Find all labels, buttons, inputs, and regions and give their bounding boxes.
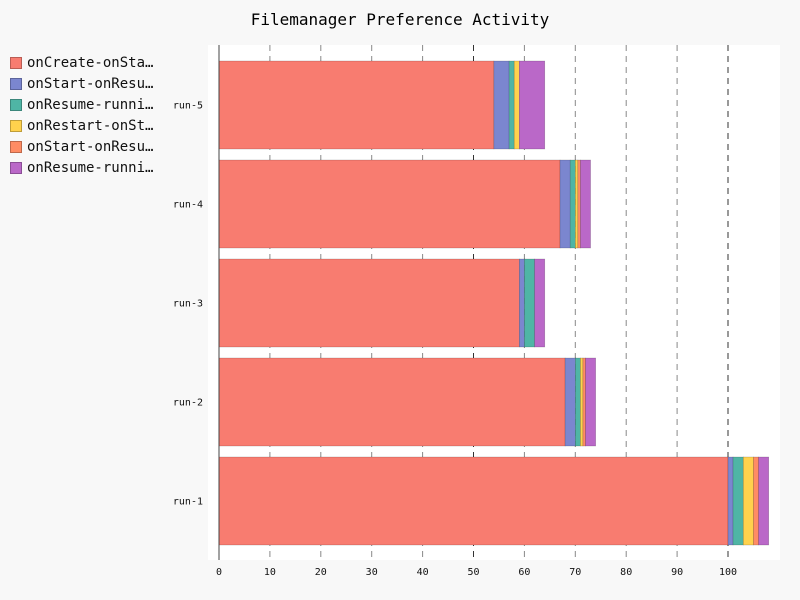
bar-run-2-series-0 xyxy=(218,357,566,447)
legend-label: onStart-onResu… xyxy=(27,75,154,92)
legend-swatch xyxy=(10,161,22,174)
bar-run-2-series-1 xyxy=(564,357,576,447)
bar-run-1-series-1 xyxy=(727,456,734,546)
x-tick-label: 30 xyxy=(366,567,378,578)
bar-run-2-series-5 xyxy=(585,357,596,447)
legend-item: onResume-runni… xyxy=(10,157,153,178)
legend-item: onResume-runni… xyxy=(10,94,153,115)
x-tick-label: 100 xyxy=(719,567,737,578)
legend-item: onCreate-onSta… xyxy=(10,52,153,73)
y-tick-label: run-1 xyxy=(173,497,203,508)
bar-run-1-series-3 xyxy=(742,456,754,546)
bar-run-2-series-4 xyxy=(582,357,586,447)
x-tick-label: 60 xyxy=(518,567,530,578)
chart-title: Filemanager Preference Activity xyxy=(250,10,550,29)
legend-label: onResume-runni… xyxy=(27,96,154,113)
x-tick-label: 50 xyxy=(467,567,479,578)
legend-swatch xyxy=(10,56,22,69)
bar-run-5-series-3 xyxy=(513,60,520,150)
bar-run-5-series-1 xyxy=(493,60,510,150)
bar-run-2-series-2 xyxy=(574,357,581,447)
x-tick-label: 90 xyxy=(671,567,683,578)
y-tick-label: run-2 xyxy=(173,398,203,409)
bar-run-3-series-1 xyxy=(519,258,525,348)
bar-run-5-series-0 xyxy=(218,60,495,150)
legend-swatch xyxy=(10,98,22,111)
legend-swatch xyxy=(10,77,22,90)
bar-run-4-series-0 xyxy=(218,159,561,249)
x-tick-label: 10 xyxy=(264,567,276,578)
bar-run-1-series-5 xyxy=(758,456,770,546)
x-tick-label: 80 xyxy=(620,567,632,578)
legend-label: onRestart-onSt… xyxy=(27,117,154,134)
bar-run-1-series-2 xyxy=(732,456,744,546)
x-tick-label: 0 xyxy=(216,567,222,578)
bar-run-4-series-1 xyxy=(559,159,571,249)
bar-run-4-series-2 xyxy=(569,159,576,249)
y-tick-label: run-5 xyxy=(173,101,203,112)
bar-run-4-series-4 xyxy=(577,159,581,249)
legend-item: onStart-onResu… xyxy=(10,73,153,94)
y-tick-label: run-3 xyxy=(173,299,203,310)
bar-run-4-series-3 xyxy=(574,159,579,249)
legend-item: onRestart-onSt… xyxy=(10,115,153,136)
x-tick-label: 40 xyxy=(417,567,429,578)
legend: onCreate-onSta… onStart-onResu… onResume-r… xyxy=(10,52,153,178)
legend-label: onCreate-onSta… xyxy=(27,54,154,71)
bar-run-3-series-0 xyxy=(218,258,520,348)
legend-label: onResume-runni… xyxy=(27,159,154,176)
bar-run-3-series-5 xyxy=(534,258,546,348)
legend-item: onStart-onResu… xyxy=(10,136,153,157)
bar-run-5-series-2 xyxy=(508,60,515,150)
bar-run-5-series-5 xyxy=(519,60,546,150)
legend-label: onStart-onResu… xyxy=(27,138,154,155)
bar-run-1-series-4 xyxy=(753,456,759,546)
legend-swatch xyxy=(10,119,22,132)
x-tick-label: 70 xyxy=(569,567,581,578)
bar-run-2-series-3 xyxy=(580,357,584,447)
y-tick-label: run-4 xyxy=(173,200,203,211)
legend-swatch xyxy=(10,140,22,153)
bar-run-1-series-0 xyxy=(218,456,729,546)
x-tick-label: 20 xyxy=(315,567,327,578)
bar-run-3-series-2 xyxy=(524,258,535,348)
bar-run-4-series-5 xyxy=(580,159,591,249)
